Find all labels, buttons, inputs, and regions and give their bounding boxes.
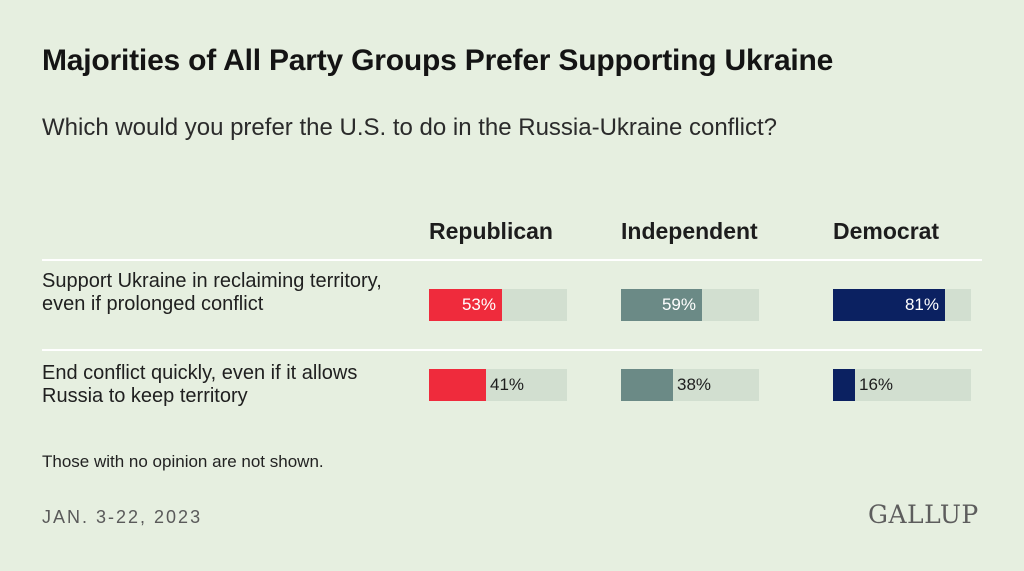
bar-track-republican-end-conflict: 41%: [429, 369, 567, 401]
data-label-republican-support-ukraine: 53%: [461, 295, 496, 314]
data-label-democrat-support-ukraine: 81%: [904, 295, 939, 314]
row-divider-middle: [42, 349, 982, 351]
data-label-democrat-end-conflict: 16%: [859, 375, 894, 394]
bar-track-republican-support-ukraine: 53%: [429, 289, 567, 321]
bar-democrat-support-ukraine: [833, 289, 945, 321]
footnote: Those with no opinion are not shown.: [42, 452, 324, 471]
chart-title: Majorities of All Party Groups Prefer Su…: [42, 44, 834, 77]
data-label-republican-end-conflict: 41%: [490, 375, 525, 394]
chart-subtitle: Which would you prefer the U.S. to do in…: [42, 114, 778, 141]
column-header-democrat: Democrat: [833, 218, 940, 244]
gallup-logo: GALLUP: [868, 500, 979, 529]
row-divider-top: [42, 259, 982, 261]
column-header-independent: Independent: [621, 218, 758, 244]
bar-republican-support-ukraine: [429, 289, 502, 321]
bar-track-independent-support-ukraine: 59%: [621, 289, 759, 321]
bar-independent-support-ukraine: [621, 289, 702, 321]
bar-track-democrat-end-conflict: 16%: [833, 369, 971, 401]
bar-independent-end-conflict: [621, 369, 673, 401]
survey-date: JAN. 3-22, 2023: [42, 507, 203, 527]
bar-track-democrat-support-ukraine: 81%: [833, 289, 971, 321]
row-label-end-conflict: End conflict quickly, even if it allows …: [42, 362, 358, 407]
row-label-support-ukraine: Support Ukraine in reclaiming territory,…: [42, 270, 382, 315]
column-header-republican: Republican: [429, 218, 553, 244]
bar-republican-end-conflict: [429, 369, 486, 401]
bar-track-independent-end-conflict: 38%: [621, 369, 759, 401]
data-label-independent-support-ukraine: 59%: [661, 295, 696, 314]
bar-democrat-end-conflict: [833, 369, 855, 401]
data-label-independent-end-conflict: 38%: [677, 375, 712, 394]
